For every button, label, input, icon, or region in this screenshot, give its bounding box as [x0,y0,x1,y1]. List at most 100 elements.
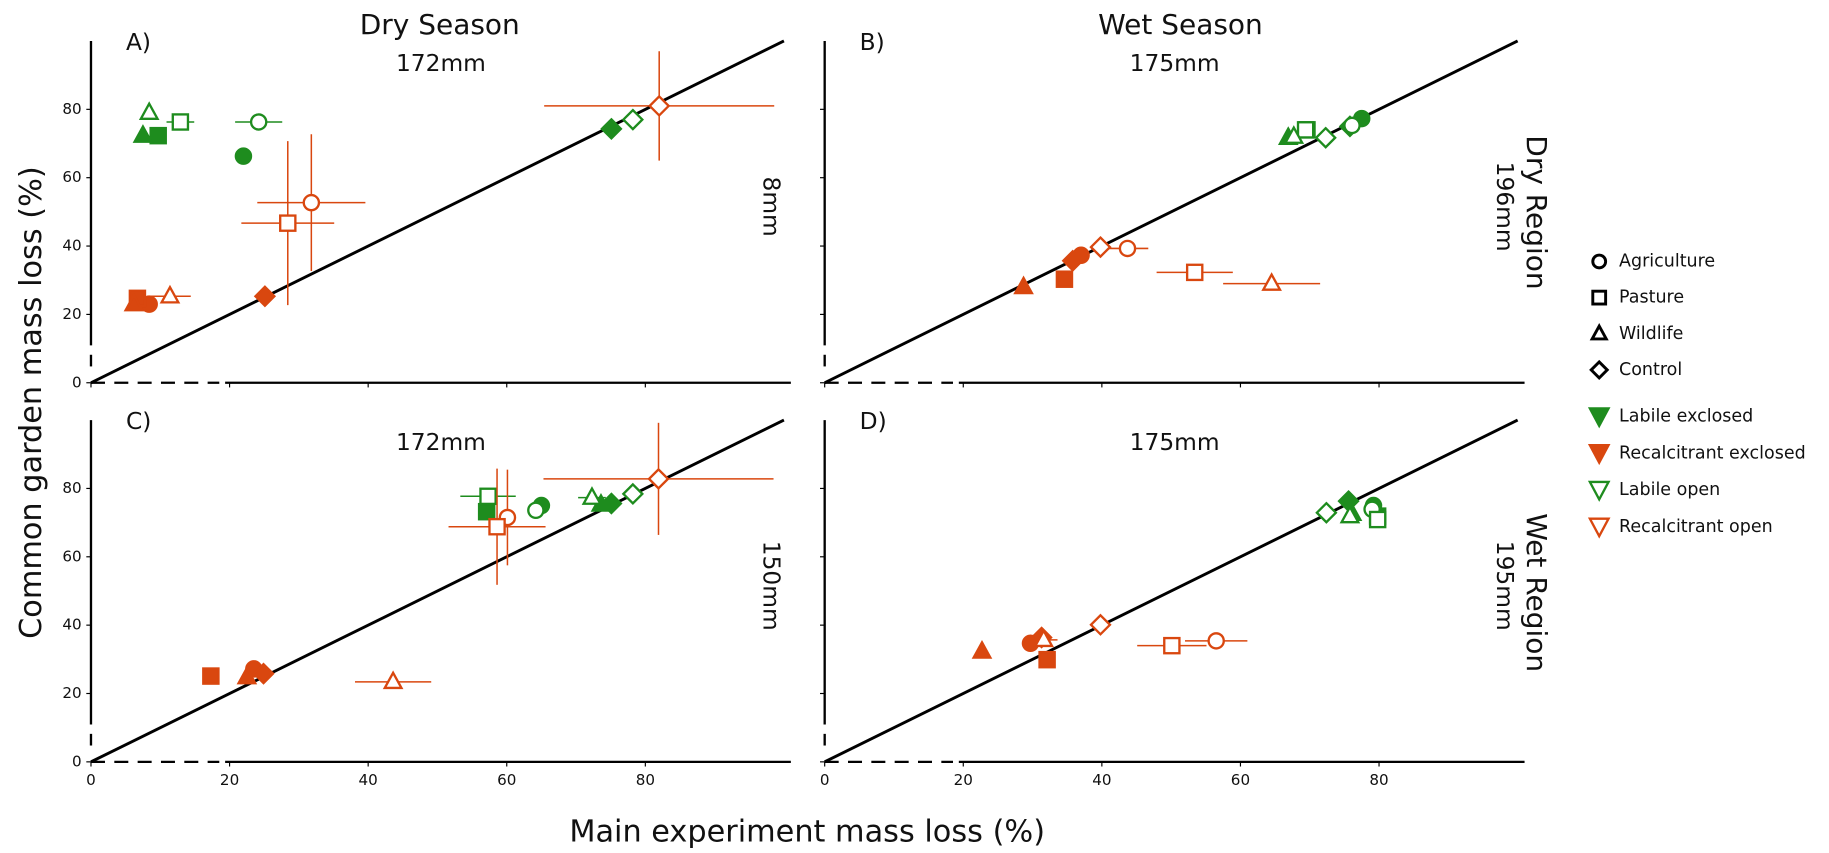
legend-marker [1587,517,1611,539]
point [479,487,497,506]
legend-marker [1587,407,1611,429]
legend-marker [1587,443,1611,466]
point [1343,116,1361,135]
legend-label: Labile open [1619,480,1720,500]
point [1207,632,1225,650]
identity-line [90,39,785,385]
point [1118,239,1137,258]
legend-marker [1589,323,1609,341]
y-axis-title: Common garden mass loss (%) [14,166,49,639]
legend-marker [1591,289,1608,306]
point [1089,235,1112,259]
point [1314,126,1337,149]
x-axis-title: Main experiment mass loss (%) [569,815,1045,850]
point [488,517,506,536]
x-tick-label: 20 [220,771,239,789]
x-tick-label: 80 [636,771,655,789]
identity-line [90,418,785,764]
point [171,113,190,131]
y-tick-label: 0 [72,373,82,391]
top-note: 172mm [396,50,486,77]
x-tick-label: 20 [954,771,973,789]
x-tick-label: 60 [1231,771,1250,789]
point [581,486,603,505]
point [647,467,670,490]
point [1163,636,1181,655]
top-note: 175mm [1130,50,1220,77]
panel-label: A) [126,29,151,56]
point [252,662,275,685]
x-tick-label: 80 [1369,771,1388,789]
x-tick-label: 0 [820,771,830,789]
point [382,670,404,690]
point [253,285,277,308]
point [600,492,623,515]
point [621,482,644,506]
point [1283,125,1305,144]
y-tick-label: 60 [62,547,81,565]
point [279,214,297,232]
top-note: 172mm [396,429,486,456]
point [1061,249,1084,272]
legend-label: Recalcitrant exclosed [1619,443,1806,463]
side-note: 196mm [1491,162,1518,252]
panel-label: D) [860,408,887,435]
legend-marker [1589,359,1610,381]
y-tick-label: 40 [62,616,81,634]
point [302,193,321,212]
legend-marker [1587,480,1611,502]
x-tick-label: 40 [1092,771,1111,789]
legend-label: Pasture [1619,288,1684,308]
legend-label: Wildlife [1619,324,1683,344]
point [1089,613,1112,636]
identity-line [824,418,1519,764]
top-note: 175mm [1130,429,1220,456]
side-note: 195mm [1491,541,1518,631]
point [1185,263,1204,282]
legend-label: Recalcitrant open [1619,517,1773,537]
y-tick-label: 80 [62,479,81,497]
point [138,101,160,120]
legend-label: Labile exclosed [1619,407,1753,427]
y-tick-label: 40 [62,237,81,255]
point [132,124,154,143]
x-tick-label: 0 [86,771,96,789]
column-title: Wet Season [1098,8,1263,41]
identity-line [824,39,1519,385]
point [527,501,545,520]
point [202,667,220,685]
point [149,126,167,145]
point [971,639,993,659]
y-tick-label: 60 [62,168,81,186]
point [236,665,258,685]
side-note: 8mm [757,176,784,236]
point [477,502,496,521]
point [600,117,623,140]
legend-label: Agriculture [1619,251,1715,271]
point [1296,121,1315,139]
row-title: Wet Region [1520,513,1553,672]
point [1315,501,1338,524]
point [1261,272,1282,291]
y-tick-label: 20 [62,305,81,323]
x-tick-label: 40 [359,771,378,789]
point [1013,275,1034,295]
point [123,292,145,312]
x-tick-label: 60 [497,771,516,789]
point [648,94,671,118]
point [1033,628,1054,648]
legend-label: Control [1619,360,1682,380]
point [1038,650,1056,669]
row-title: Dry Region [1520,135,1553,289]
point [249,113,268,131]
y-tick-label: 0 [72,752,82,770]
point [621,108,644,131]
column-title: Dry Season [360,8,520,41]
side-note: 150mm [757,541,784,631]
legend-marker [1591,253,1608,270]
y-tick-label: 20 [62,684,81,702]
panel-label: B) [860,29,885,56]
y-tick-label: 80 [62,100,81,118]
